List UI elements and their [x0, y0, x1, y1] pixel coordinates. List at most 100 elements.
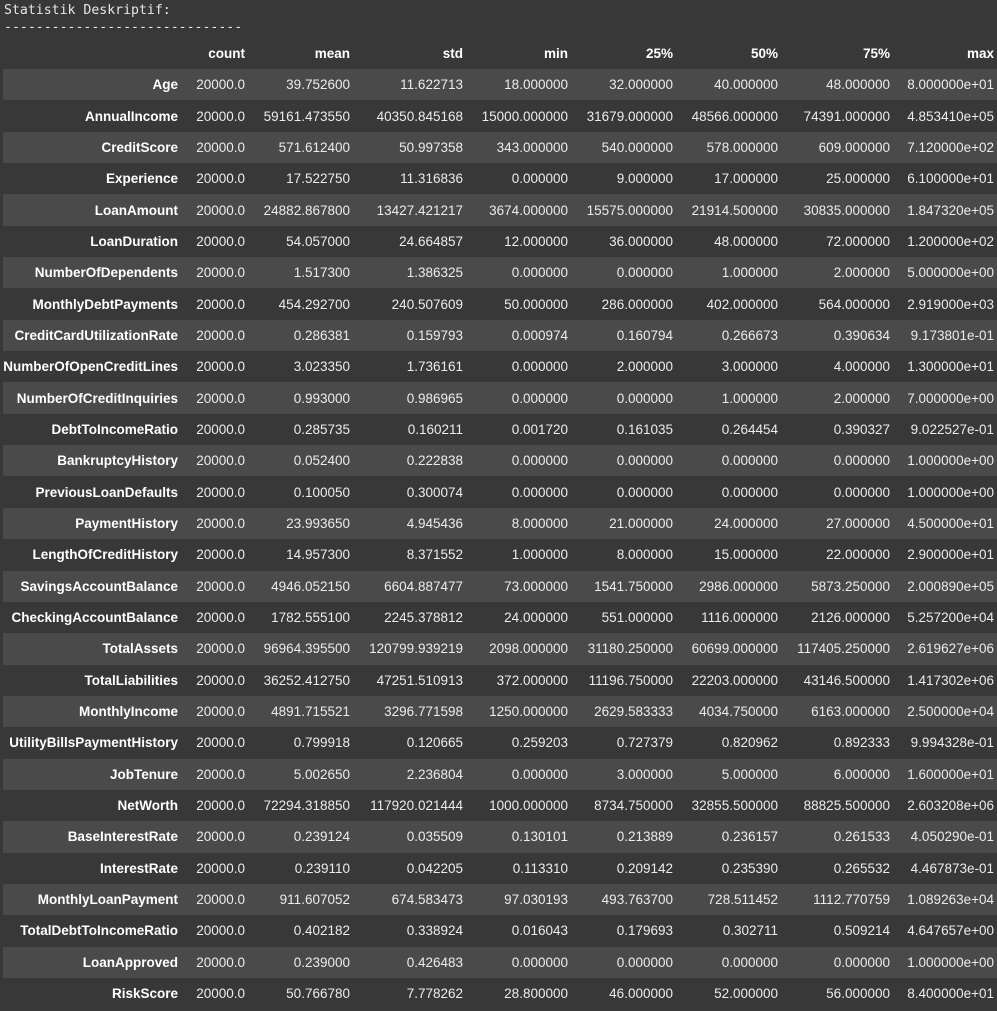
table-cell: 240.507609: [391, 296, 463, 312]
table-row: SavingsAccountBalance 20000.0 4946.052150 6…: [3, 570, 997, 602]
table-cell: 50.997358: [399, 139, 463, 155]
table-cell: 50.766780: [286, 986, 350, 1002]
table-cell: 13427.421217: [376, 202, 463, 218]
table-cell: 20000.0: [196, 171, 245, 187]
table-cell: 24882.867800: [263, 202, 350, 218]
table-cell: 372.000000: [496, 672, 568, 688]
table-cell: 20000.0: [196, 798, 245, 814]
table-row: LoanAmount 20000.0 24882.867800 13427.42121…: [3, 194, 997, 226]
table-cell: 3674.000000: [489, 202, 568, 218]
row-label: BankruptcyHistory: [57, 453, 178, 469]
table-cell: 24.000000: [504, 610, 568, 626]
table-cell: 0.000000: [833, 484, 890, 500]
table-cell: 20000.0: [196, 735, 245, 751]
table-row: MonthlyIncome 20000.0 4891.715521 3296.7715…: [3, 695, 997, 728]
table-cell: 0.235390: [721, 860, 778, 876]
table-cell: 1.847320e+05: [907, 202, 994, 218]
table-cell: 47251.510913: [376, 672, 463, 688]
table-row: PaymentHistory 20000.0 23.993650 4.945436 8.…: [3, 507, 997, 540]
table-cell: 0.727379: [616, 735, 673, 751]
table-cell: 0.035509: [406, 829, 463, 845]
table-cell: 0.509214: [833, 923, 890, 939]
table-cell: 20000.0: [196, 892, 245, 908]
table-cell: 0.000000: [511, 171, 568, 187]
row-label: MonthlyIncome: [78, 704, 178, 720]
table-cell: 0.161035: [616, 421, 673, 437]
table-cell: 12.000000: [504, 233, 568, 249]
table-cell: 286.000000: [601, 296, 673, 312]
table-cell: 97.030193: [504, 892, 568, 908]
table-cell: 6.100000e+01: [907, 171, 994, 187]
table-cell: 571.612400: [278, 139, 350, 155]
table-cell: 0.300074: [406, 484, 463, 500]
table-cell: 24.664857: [399, 233, 463, 249]
row-label: SavingsAccountBalance: [20, 578, 178, 594]
table-cell: 20000.0: [196, 923, 245, 939]
table-cell: 48.000000: [826, 77, 890, 93]
table-row: MonthlyLoanPayment 20000.0 911.607052 674.5…: [3, 883, 997, 916]
table-cell: 0.000000: [511, 359, 568, 375]
output-title: Statistik Deskriptif:: [4, 3, 171, 18]
row-label: LoanAmount: [94, 202, 178, 218]
table-cell: 0.000000: [616, 265, 673, 281]
table-cell: 0.000000: [833, 954, 890, 970]
table-cell: 0.239124: [293, 829, 350, 845]
row-label: LoanDuration: [90, 233, 178, 249]
table-cell: 0.390327: [833, 421, 890, 437]
table-cell: 20000.0: [196, 421, 245, 437]
table-cell: 2.236804: [406, 766, 463, 782]
table-cell: 0.993000: [293, 390, 350, 406]
table-cell: 20000.0: [196, 139, 245, 155]
table-cell: 15.000000: [714, 547, 778, 563]
row-label: Age: [152, 77, 178, 93]
table-cell: 0.222838: [406, 453, 463, 469]
table-cell: 2245.378812: [384, 610, 463, 626]
table-row: CreditCardUtilizationRate 20000.0 0.286381…: [3, 319, 997, 352]
table-cell: 4.050290e-01: [910, 829, 994, 845]
table-cell: 30835.000000: [803, 202, 890, 218]
table-cell: 0.261533: [833, 829, 890, 845]
table-cell: 3296.771598: [384, 704, 463, 720]
table-cell: 0.402182: [293, 923, 350, 939]
row-label: Experience: [105, 171, 178, 187]
table-cell: 5.002650: [293, 766, 350, 782]
table-cell: 9.994328e-01: [910, 735, 994, 751]
table-cell: 0.000000: [616, 954, 673, 970]
table-cell: 1.000000e+00: [907, 954, 994, 970]
table-cell: 117405.250000: [797, 641, 890, 657]
table-cell: 74391.000000: [803, 108, 890, 124]
table-cell: 9.173801e-01: [910, 327, 994, 343]
row-label: InterestRate: [99, 860, 178, 876]
table-cell: 20000.0: [196, 672, 245, 688]
table-cell: 0.426483: [406, 954, 463, 970]
table-cell: 20000.0: [196, 202, 245, 218]
table-cell: 578.000000: [706, 139, 778, 155]
table-cell: 43146.500000: [803, 672, 890, 688]
table-cell: 22203.000000: [691, 672, 778, 688]
table-cell: 1.000000e+00: [907, 453, 994, 469]
output-separator: ------------------------------: [4, 20, 243, 35]
table-cell: 0.000000: [511, 390, 568, 406]
row-label: UtilityBillsPaymentHistory: [9, 735, 178, 751]
table-cell: 1.089263e+04: [907, 892, 994, 908]
table-cell: 0.000000: [833, 453, 890, 469]
table-cell: 2.900000e+01: [907, 547, 994, 563]
row-label: CheckingAccountBalance: [11, 610, 178, 626]
table-cell: 540.000000: [601, 139, 673, 155]
output-text: Statistik Deskriptif: ------------------…: [4, 2, 242, 36]
table-cell: 343.000000: [496, 139, 568, 155]
row-label: MonthlyDebtPayments: [32, 296, 178, 312]
table-cell: 0.236157: [721, 829, 778, 845]
table-cell: 32855.500000: [691, 798, 778, 814]
table-cell: 1250.000000: [489, 704, 568, 720]
table-cell: 8.000000e+01: [907, 77, 994, 93]
table-cell: 0.213889: [616, 829, 673, 845]
row-label: CreditCardUtilizationRate: [14, 327, 178, 343]
table-cell: 11.316836: [400, 171, 463, 187]
row-label: JobTenure: [109, 766, 178, 782]
table-cell: 7.778262: [406, 986, 463, 1002]
row-label: PreviousLoanDefaults: [35, 484, 178, 500]
table-cell: 20000.0: [196, 296, 245, 312]
table-row: TotalAssets 20000.0 96964.395500 120799.939…: [3, 633, 997, 665]
table-cell: 39.752600: [286, 77, 350, 93]
